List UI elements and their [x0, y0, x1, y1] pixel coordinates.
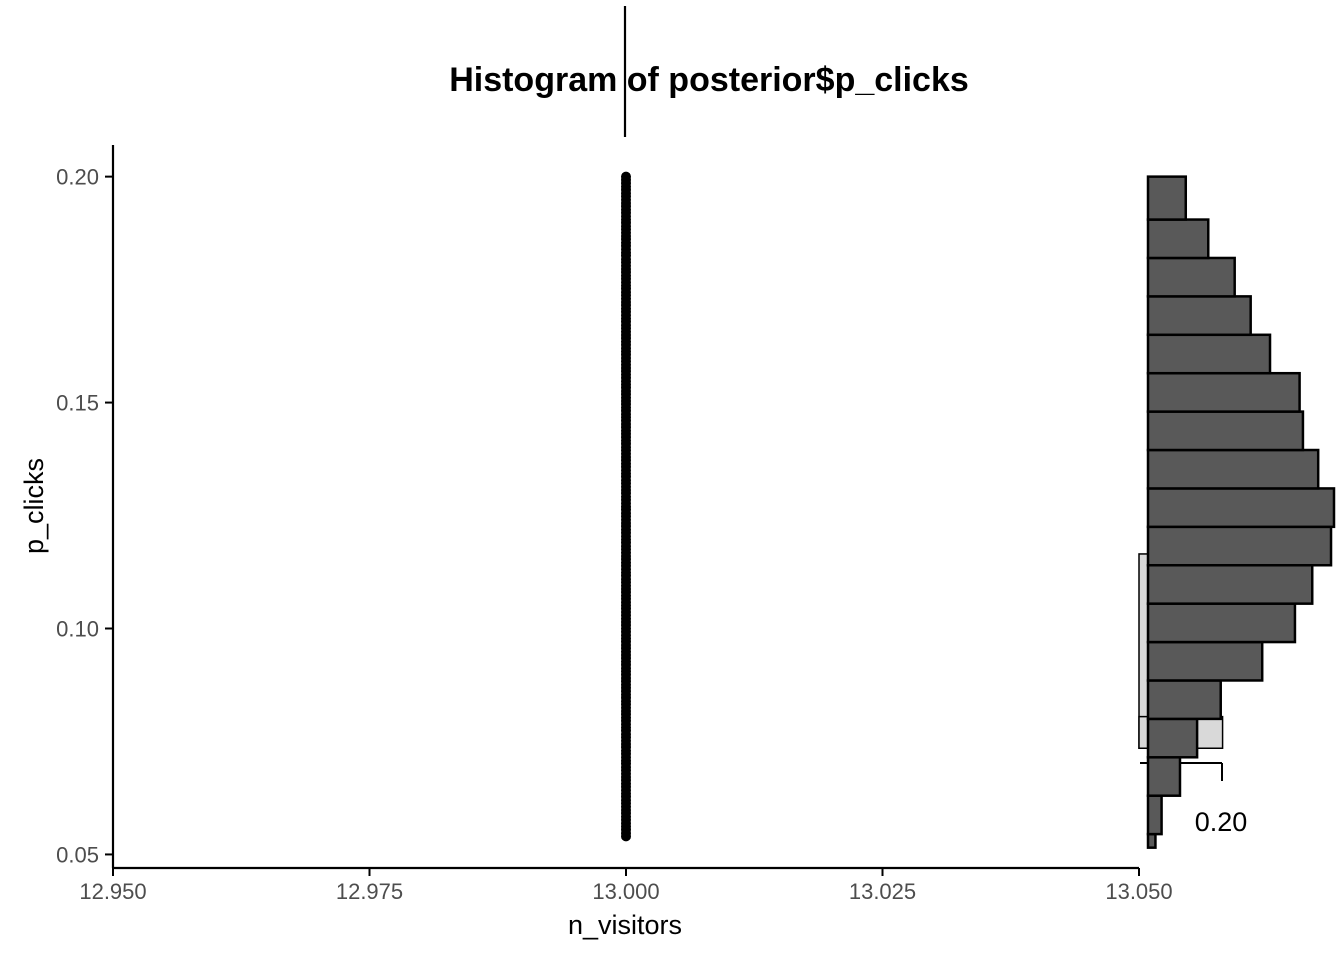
histogram-bar	[1146, 679, 1222, 721]
histogram-bar	[1146, 717, 1199, 759]
histogram-bar	[1146, 448, 1320, 490]
histogram-bar	[1146, 333, 1272, 375]
histogram-bar	[1146, 371, 1301, 413]
histogram-bar	[1146, 602, 1297, 644]
histogram-bar	[1146, 640, 1264, 682]
y-axis-title: p_clicks	[19, 458, 49, 554]
y-tick-label: 0.05	[56, 842, 99, 867]
histogram-bar	[1146, 295, 1252, 337]
y-axis-ticks: 0.05 0.10 0.15 0.20	[56, 165, 113, 867]
x-axis-ticks: 12.950 12.975 13.000 13.025 13.050	[79, 868, 1173, 904]
x-axis-title: n_visitors	[568, 910, 682, 940]
histogram-bar	[1146, 794, 1163, 836]
y-tick-label: 0.15	[56, 391, 99, 416]
histogram-bar	[1146, 563, 1314, 605]
histogram-bar	[1146, 218, 1210, 260]
histogram-bar	[1146, 410, 1305, 452]
histogram-bar	[1146, 487, 1336, 529]
histogram-bar	[1146, 756, 1182, 797]
scatter-points	[621, 171, 631, 842]
data-point	[621, 171, 631, 182]
histogram-bar	[1146, 832, 1157, 849]
chart-title: Histogram of posterior$p_clicks	[449, 61, 969, 99]
x-tick-label: 12.975	[336, 879, 403, 904]
y-tick-label: 0.20	[56, 165, 99, 190]
x-tick-label: 13.025	[849, 879, 916, 904]
histogram-bar	[1146, 525, 1333, 567]
x-tick-label: 13.000	[592, 879, 659, 904]
x-tick-label: 13.050	[1105, 879, 1172, 904]
histogram-bar	[1146, 256, 1236, 298]
inset-tick-label: 0.20	[1195, 807, 1248, 837]
marginal-histogram	[1146, 175, 1336, 849]
x-tick-label: 12.950	[79, 879, 146, 904]
y-tick-label: 0.10	[56, 617, 99, 642]
histogram-bar	[1146, 175, 1188, 221]
